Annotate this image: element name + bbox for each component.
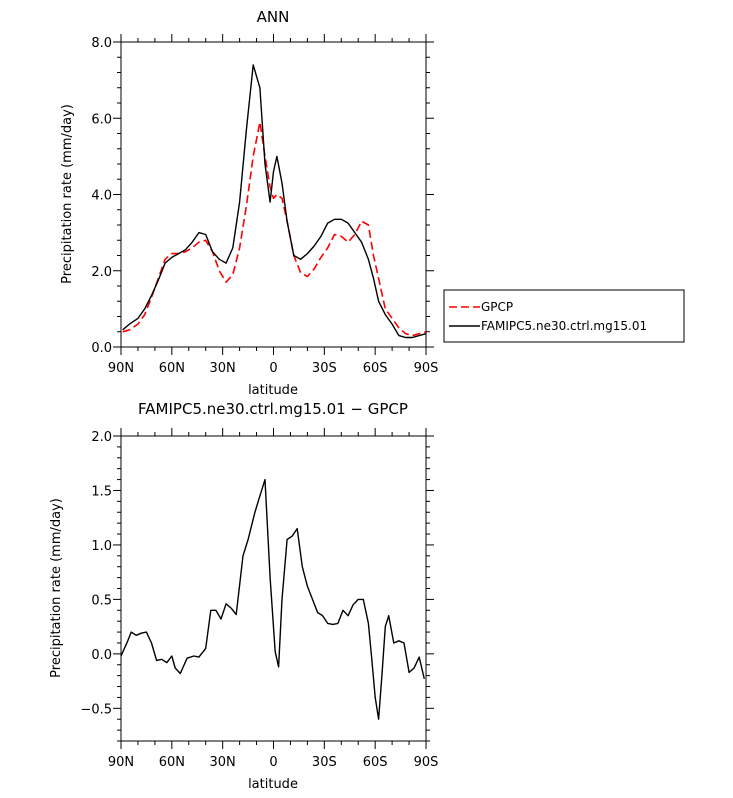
panel1-y-tick-label: 2.0 [91,265,112,280]
panel2-x-tick-label: 30S [312,755,337,770]
panel2-y-tick-label: −0.5 [80,702,112,717]
panel1-frame [120,41,427,348]
panel2-x-ticks: 90N 60N 30N 0 30S 60S 90S [108,428,439,770]
panel2-x-tick-label: 30N [210,755,236,770]
panel1-series-line-1 [122,64,427,339]
panel1-x-tick-label: 90S [414,361,439,376]
panel1-x-axis-title: latitude [248,383,298,398]
panel2-y-tick-label: 2.0 [91,430,112,445]
panel2-x-tick-label: 60N [159,755,185,770]
panel1-x-tick-label: 30N [210,361,236,376]
panel2-y-tick-label: 1.0 [91,539,112,554]
panel2-y-tick-label: 0.0 [91,648,112,663]
legend-label-model: FAMIPC5.ne30.ctrl.mg15.01 [481,319,647,333]
panel1-title: ANN [257,8,290,26]
panel1-x-ticks: 90N 60N 30N 0 30S 60S 90S [108,34,439,376]
panel1-y-ticks: 0.0 2.0 4.0 6.0 8.0 [91,36,434,356]
panel1-y-tick-label: 4.0 [91,189,112,204]
panel2-x-axis-title: latitude [248,777,298,792]
panel2-x-tick-label: 90S [414,755,439,770]
panel2-y-tick-label: 0.5 [91,593,112,608]
panel2-y-tick-label: 1.5 [91,484,112,499]
panel2-y-axis-title: Precipitation rate (mm/day) [49,498,64,678]
panel1-x-tick-label: 60N [159,361,185,376]
panel1-x-tick-label: 90N [108,361,134,376]
panel1-y-tick-label: 6.0 [91,112,112,127]
panel2-x-tick-label: 90N [108,755,134,770]
legend-label-gpcp: GPCP [481,300,513,314]
panel1-y-axis-title: Precipitation rate (mm/day) [60,104,75,284]
panel1-x-tick-label: 30S [312,361,337,376]
panel1-x-tick-label: 0 [269,361,277,376]
panel2-x-tick-label: 0 [269,755,277,770]
panel2-y-ticks: −0.5 0.0 0.5 1.0 1.5 2.0 [80,430,434,742]
panel1-series [122,64,427,339]
panel2-series [120,478,425,720]
panel2-x-tick-label: 60S [363,755,388,770]
panel1-x-tick-label: 60S [363,361,388,376]
panel2-title: FAMIPC5.ne30.ctrl.mg15.01 − GPCP [138,400,408,418]
panel1-y-tick-label: 8.0 [91,36,112,51]
panel1-y-tick-label: 0.0 [91,341,112,356]
legend: GPCP FAMIPC5.ne30.ctrl.mg15.01 [443,289,685,343]
panel2-series-line-0 [120,478,425,720]
legend-box [443,289,685,343]
